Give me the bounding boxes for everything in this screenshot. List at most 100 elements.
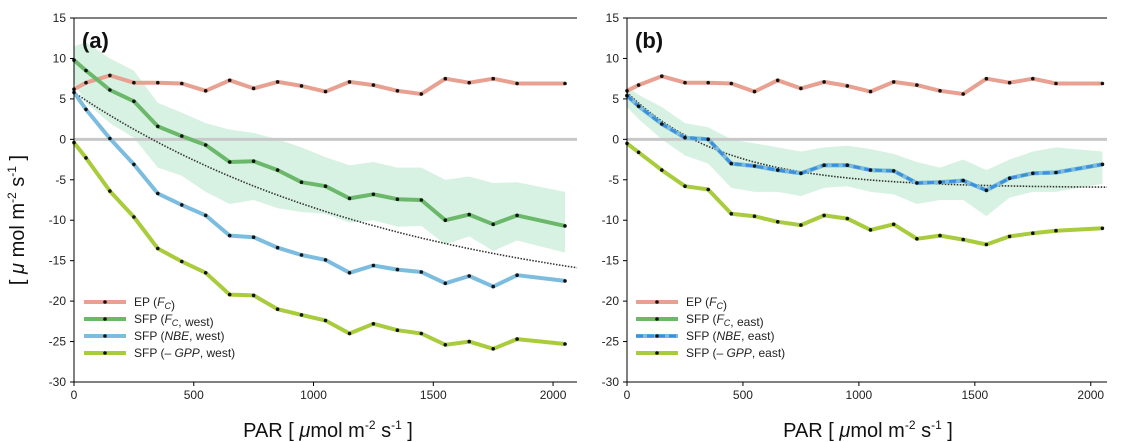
y-tick-label-a: -10 (49, 213, 67, 227)
legend-marker-sfp_fc-a (103, 317, 107, 321)
y-tick-label-b: 10 (606, 51, 620, 65)
point-ep-a (203, 89, 208, 93)
fit-curve-a (73, 91, 578, 269)
point-ep-b (729, 81, 734, 86)
point-sfp_fc-a (84, 68, 88, 73)
point-ep-a (227, 78, 232, 83)
point-sfp_nbe-b (1031, 171, 1035, 176)
point-sfp_nbe-b (984, 188, 989, 193)
point-sfp_fc-a (299, 180, 304, 184)
point-sfp_gpp-a (132, 215, 136, 219)
point-ep-b (868, 89, 873, 94)
point-ep-a (491, 76, 496, 81)
point-sfp_gpp-a (323, 318, 328, 323)
point-sfp_nbe-b (729, 161, 734, 166)
point-sfp_gpp-b (799, 223, 803, 227)
point-sfp_gpp-a (227, 292, 232, 297)
point-sfp_nbe-a (84, 107, 88, 112)
y-tick-label-a: 0 (59, 132, 66, 146)
y-tick-label-b: -20 (602, 294, 620, 308)
point-ep-a (323, 89, 328, 94)
y-tick-label-b: -15 (602, 254, 620, 268)
point-sfp_nbe-b (1100, 162, 1105, 167)
x-axis-label-b: PAR [ μmol m-2 s-1 ] (783, 418, 953, 442)
point-sfp_fc-a (156, 124, 160, 129)
legend-marker-sfp_gpp-a (103, 351, 107, 355)
x-tick-label-a: 1000 (300, 388, 327, 402)
panel-label-a: (a) (82, 28, 109, 53)
legend-marker-sfp_gpp-b (655, 351, 659, 355)
point-sfp_gpp-a (515, 337, 519, 341)
point-ep-b (1054, 81, 1058, 86)
point-sfp_nbe-b (706, 137, 710, 142)
x-tick-label-a: 0 (71, 388, 78, 402)
point-ep-b (799, 86, 803, 91)
point-ep-b (1007, 80, 1012, 85)
point-sfp_fc-a (132, 99, 136, 104)
point-ep-b (706, 80, 710, 85)
point-ep-b (775, 78, 780, 83)
point-sfp_gpp-a (108, 189, 112, 193)
point-ep-a (156, 80, 160, 85)
point-ep-b (1031, 76, 1035, 81)
point-sfp_gpp-b (868, 228, 873, 232)
y-tick-label-a: -20 (49, 294, 67, 308)
point-sfp_fc-a (491, 222, 496, 227)
point-sfp_nbe-a (395, 267, 400, 272)
y-tick-label-a: 10 (53, 51, 67, 65)
point-sfp_fc-a (108, 88, 112, 92)
x-tick-label-b: 1000 (846, 388, 873, 402)
point-sfp_nbe-b (845, 163, 850, 167)
point-sfp_nbe-a (180, 203, 184, 207)
point-sfp_fc-a (180, 134, 184, 138)
point-ep-b (1100, 81, 1105, 86)
legend-label-sfp_fc-a: SFP (FC, west) (134, 312, 214, 329)
point-sfp_nbe-a (108, 136, 112, 141)
point-sfp_gpp-b (938, 233, 942, 238)
uncertainty-band-a (74, 42, 566, 253)
x-tick-label-b: 500 (733, 388, 753, 402)
point-sfp_nbe-a (132, 162, 136, 167)
point-sfp_gpp-a (156, 246, 160, 251)
y-tick-label-a: 5 (59, 92, 66, 106)
legend-marker-ep-a (103, 300, 107, 304)
legend-label-ep-b: EP (FC) (686, 295, 727, 312)
legend-marker-sfp_nbe-a (103, 334, 107, 338)
point-ep-b (636, 83, 641, 87)
point-sfp_nbe-b (938, 180, 942, 184)
point-sfp_gpp-a (443, 343, 448, 347)
point-ep-a (347, 80, 352, 84)
point-ep-a (371, 83, 376, 87)
point-sfp_gpp-b (660, 168, 664, 172)
y-tick-label-a: 15 (53, 11, 67, 25)
point-sfp_nbe-b (799, 171, 803, 176)
point-sfp_gpp-b (822, 213, 826, 218)
point-sfp_gpp-b (1100, 226, 1105, 231)
point-sfp_gpp-b (1031, 231, 1035, 235)
point-ep-a (515, 81, 519, 86)
point-ep-b (915, 83, 919, 87)
point-ep-b (683, 80, 687, 85)
point-sfp_nbe-a (323, 258, 328, 262)
point-sfp_nbe-a (227, 233, 232, 238)
point-sfp_nbe-a (275, 245, 280, 250)
point-sfp_gpp-a (467, 339, 472, 344)
y-tick-label-a: -15 (49, 254, 67, 268)
point-ep-a (180, 81, 184, 86)
point-sfp_nbe-b (868, 168, 873, 172)
point-sfp_nbe-a (251, 235, 256, 239)
point-sfp_gpp-b (984, 242, 989, 247)
point-sfp_gpp-b (752, 214, 757, 218)
y-tick-label-a: -25 (49, 335, 67, 349)
point-sfp_nbe-b (1054, 170, 1058, 175)
point-sfp_nbe-b (752, 164, 757, 168)
point-sfp_fc-a (419, 198, 424, 202)
point-sfp_gpp-b (636, 150, 641, 155)
y-tick-label-a: -5 (55, 173, 66, 187)
point-sfp_gpp-b (706, 187, 710, 192)
legend-marker-sfp_nbe-b (655, 334, 659, 338)
y-tick-label-b: -30 (602, 375, 620, 389)
point-sfp_nbe-b (1007, 176, 1012, 180)
point-sfp_gpp-a (203, 271, 208, 275)
point-sfp_nbe-a (347, 271, 352, 275)
